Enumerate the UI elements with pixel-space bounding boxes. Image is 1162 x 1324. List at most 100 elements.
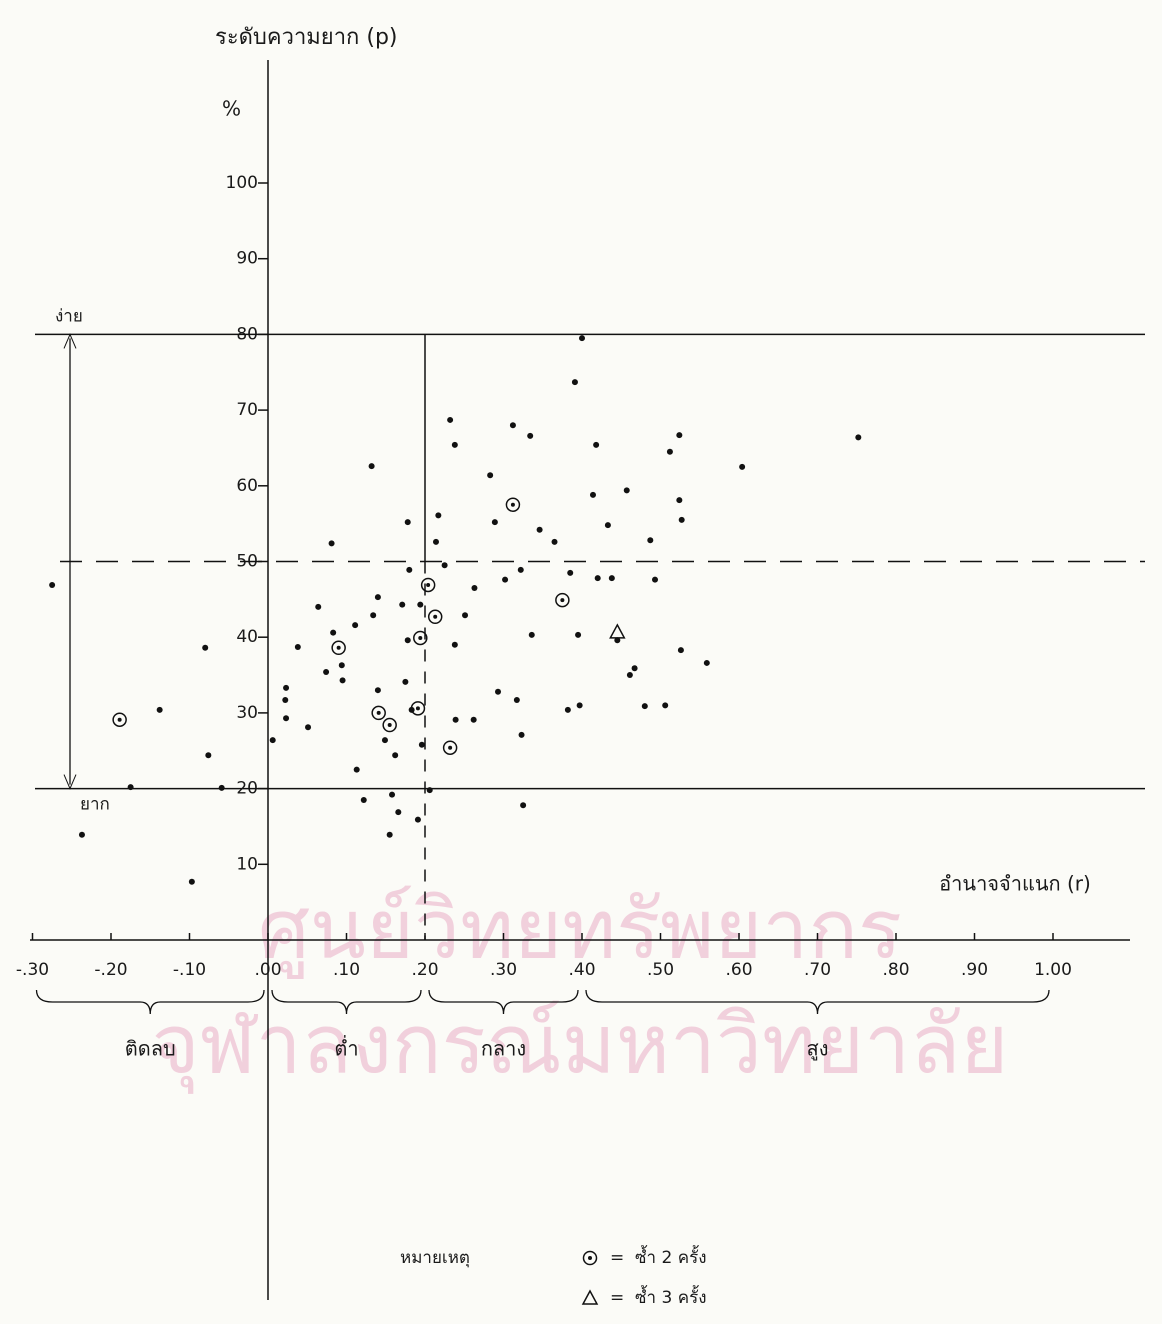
group-brace xyxy=(35,989,265,1015)
point xyxy=(352,622,359,629)
point xyxy=(339,677,346,684)
point xyxy=(502,576,509,583)
point xyxy=(462,612,469,619)
point xyxy=(205,752,212,759)
arrow-head xyxy=(63,333,77,349)
point xyxy=(435,512,442,519)
x-tick-label: .60 xyxy=(725,960,752,980)
point xyxy=(505,497,521,512)
x-tick-label: 1.00 xyxy=(1034,960,1072,980)
x-tick-label: .30 xyxy=(490,960,517,980)
point xyxy=(414,816,421,823)
point xyxy=(593,441,600,448)
watermark: ศูนย์วิทยทรัพยากร xyxy=(258,882,902,978)
point xyxy=(451,641,458,648)
point xyxy=(432,538,439,545)
point xyxy=(609,623,626,639)
point xyxy=(294,644,301,651)
point xyxy=(360,796,367,803)
y-tick-label: 60 xyxy=(236,476,258,496)
point xyxy=(368,463,375,470)
point xyxy=(426,787,433,794)
point xyxy=(188,878,195,885)
point xyxy=(703,659,710,666)
x-tick-label: .80 xyxy=(882,960,909,980)
point xyxy=(392,752,399,759)
point xyxy=(518,731,525,738)
point xyxy=(202,644,209,651)
group-label: กลาง xyxy=(481,1037,526,1061)
legend-label: ซ้ำ 3 ครั้ง xyxy=(635,1285,707,1308)
point xyxy=(331,640,346,656)
point xyxy=(581,1289,599,1305)
legend-title: หมายเหตุ xyxy=(400,1248,470,1268)
point xyxy=(527,432,534,439)
point xyxy=(571,379,578,386)
point xyxy=(676,497,683,504)
group-label: ต่ำ xyxy=(334,1035,358,1061)
point xyxy=(78,831,85,838)
point xyxy=(576,702,583,709)
point xyxy=(487,472,494,479)
legend-eq: = xyxy=(610,1248,624,1268)
point xyxy=(382,717,397,733)
y-tick-label: 10 xyxy=(236,854,258,874)
legend-label: ซ้ำ 2 ครั้ง xyxy=(635,1245,707,1268)
y-unit: % xyxy=(222,97,241,121)
point xyxy=(676,432,683,439)
point xyxy=(579,335,585,342)
point xyxy=(410,701,426,716)
point xyxy=(112,712,127,727)
point xyxy=(374,687,381,694)
point xyxy=(381,737,388,744)
point xyxy=(404,519,411,526)
point xyxy=(218,784,225,791)
annotation: ยาก xyxy=(80,795,110,815)
point xyxy=(739,463,746,470)
point xyxy=(402,678,409,685)
group-label: ติดลบ xyxy=(125,1037,176,1061)
point xyxy=(666,448,673,455)
point xyxy=(528,631,535,638)
point xyxy=(623,487,630,494)
point xyxy=(604,522,611,529)
point xyxy=(370,612,377,619)
point xyxy=(589,491,596,498)
point xyxy=(564,706,571,713)
watermark: จุฬาลงกรณ์มหาวิทยาลัย xyxy=(152,997,1009,1094)
point xyxy=(353,766,360,773)
group-brace xyxy=(271,989,422,1015)
point xyxy=(513,697,520,704)
point xyxy=(441,562,448,569)
y-tick-label: 100 xyxy=(226,173,258,193)
point xyxy=(404,637,411,644)
point xyxy=(594,575,601,582)
point xyxy=(328,540,335,547)
point xyxy=(395,809,402,816)
x-tick-label: .90 xyxy=(961,960,988,980)
point xyxy=(283,684,290,691)
group-brace xyxy=(585,989,1050,1015)
point xyxy=(406,566,413,573)
point xyxy=(641,703,648,710)
point xyxy=(575,631,582,638)
point xyxy=(855,434,862,441)
point xyxy=(517,566,524,573)
point xyxy=(551,538,558,545)
point xyxy=(49,581,56,588)
point xyxy=(447,416,454,423)
point xyxy=(647,537,654,544)
x-tick-label: .00 xyxy=(254,960,281,980)
point xyxy=(582,1250,598,1266)
point xyxy=(418,741,425,748)
chart-title: ระดับความยาก (p) xyxy=(215,25,398,50)
point xyxy=(127,784,134,791)
x-tick-label: .20 xyxy=(411,960,438,980)
group-brace xyxy=(428,989,579,1015)
point xyxy=(520,802,527,809)
arrow-head xyxy=(63,774,77,790)
point xyxy=(399,601,406,608)
point xyxy=(495,688,502,695)
point xyxy=(626,672,633,679)
